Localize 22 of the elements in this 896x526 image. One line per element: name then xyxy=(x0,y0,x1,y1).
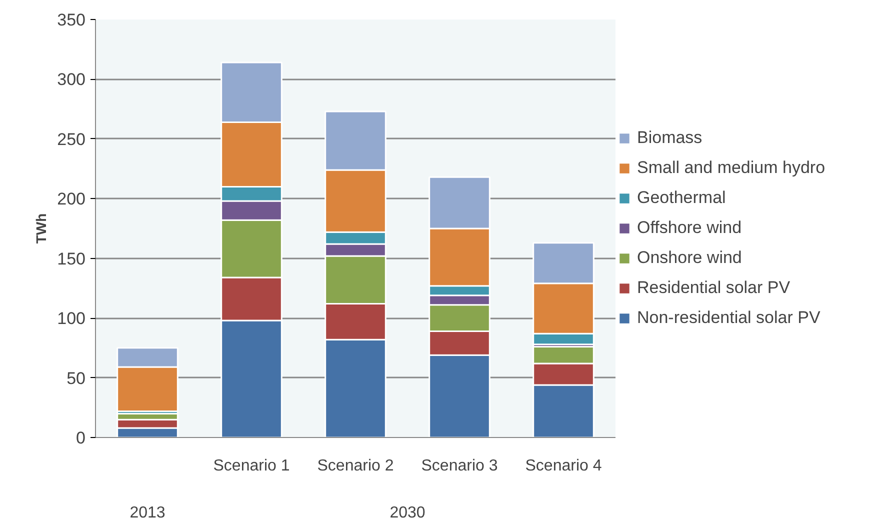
x-tick-label: Scenario 1 xyxy=(213,458,290,474)
legend-label: Geothermal xyxy=(637,188,726,208)
x-tick-label: Scenario 2 xyxy=(317,458,394,474)
y-tick-label: 150 xyxy=(57,249,86,268)
y-tick-label: 350 xyxy=(57,10,86,30)
legend-label: Residential solar PV xyxy=(637,278,790,298)
y-tick-label: 300 xyxy=(57,70,86,90)
y-tick-label: 0 xyxy=(76,428,86,448)
x-tick-label: Scenario 4 xyxy=(525,458,602,474)
legend-label: Non-residential solar PV xyxy=(637,308,820,328)
y-axis-title: TWh xyxy=(33,213,50,244)
text: 2030 xyxy=(390,504,426,522)
y-tick-label: 200 xyxy=(57,190,86,209)
x-tick-label: Scenario 3 xyxy=(421,458,498,474)
y-tick-label: 250 xyxy=(57,130,86,149)
legend-label: Biomass xyxy=(637,128,702,148)
legend-label: Onshore wind xyxy=(637,248,742,268)
legend-label: Offshore wind xyxy=(637,218,742,238)
y-tick-label: 50 xyxy=(66,368,86,388)
text: 2013 xyxy=(130,504,166,522)
legend-label: Small and medium hydro xyxy=(637,158,826,178)
y-tick-label: 100 xyxy=(57,309,86,328)
